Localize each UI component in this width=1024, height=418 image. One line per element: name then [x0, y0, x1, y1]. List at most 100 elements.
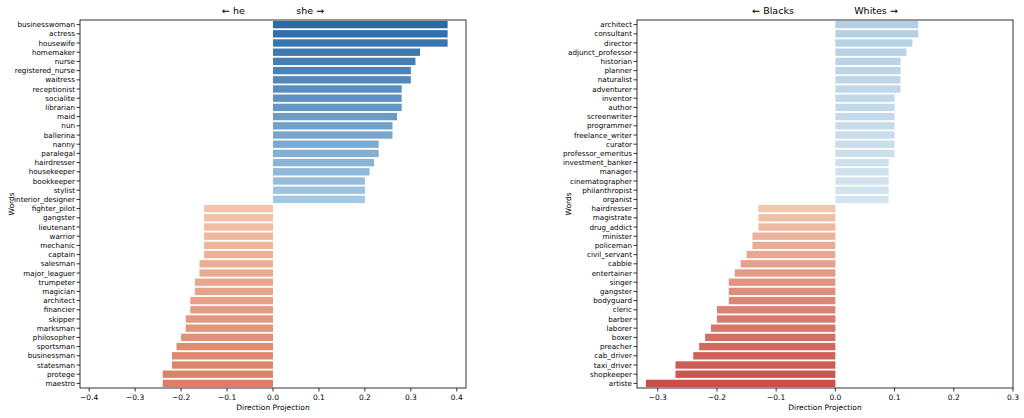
- bar: [273, 168, 370, 175]
- category-label: consultant: [594, 29, 632, 38]
- category-label: freelance_writer: [574, 131, 632, 140]
- category-label: artiste: [609, 379, 633, 388]
- bar: [717, 306, 835, 313]
- category-tick: [77, 291, 81, 292]
- category-label: ballerina: [44, 131, 75, 140]
- bar: [163, 380, 273, 387]
- category-tick: [634, 263, 638, 264]
- category-label: architect: [43, 296, 75, 305]
- bar: [835, 122, 894, 129]
- x-axis-label: Direction Projection: [788, 403, 862, 412]
- bar: [273, 141, 379, 148]
- bar: [199, 260, 273, 267]
- category-tick: [634, 337, 638, 338]
- tick-label: 0.3: [1007, 393, 1019, 402]
- y-axis-label: Words: [7, 192, 16, 215]
- tick-mark: [716, 388, 717, 392]
- category-tick: [77, 162, 81, 163]
- bar: [273, 113, 397, 120]
- tick-label: 0.3: [405, 393, 417, 402]
- bar: [835, 67, 900, 74]
- tick-mark: [953, 388, 954, 392]
- category-tick: [634, 190, 638, 191]
- category-tick: [77, 199, 81, 200]
- x-axis-label: Direction Projection: [236, 403, 310, 412]
- category-tick: [634, 98, 638, 99]
- bar: [646, 380, 835, 387]
- category-label: stylist: [54, 186, 76, 195]
- category-tick: [634, 217, 638, 218]
- category-label: minister: [603, 232, 633, 241]
- tick-mark: [410, 388, 411, 392]
- bar: [163, 371, 273, 378]
- category-tick: [634, 171, 638, 172]
- bar: [835, 141, 894, 148]
- category-tick: [77, 328, 81, 329]
- category-tick: [77, 116, 81, 117]
- category-label: architect: [600, 20, 632, 29]
- category-label: philanthropist: [582, 186, 632, 195]
- category-tick: [634, 79, 638, 80]
- category-label: cab_driver: [594, 351, 632, 360]
- bar: [181, 334, 273, 341]
- bar: [835, 168, 888, 175]
- bar: [273, 131, 392, 138]
- category-tick: [634, 162, 638, 163]
- bar: [835, 30, 918, 37]
- category-label: bookkeeper: [33, 177, 75, 186]
- bar: [835, 76, 900, 83]
- tick-mark: [657, 388, 658, 392]
- bar: [195, 279, 273, 286]
- bar: [699, 343, 835, 350]
- tick-mark: [273, 388, 274, 392]
- category-label: laborer: [606, 324, 632, 333]
- category-label: barber: [608, 315, 632, 324]
- category-label: bodyguard: [593, 296, 632, 305]
- category-tick: [77, 125, 81, 126]
- category-label: boxer: [612, 333, 632, 342]
- category-tick: [77, 208, 81, 209]
- category-tick: [77, 181, 81, 182]
- plot-frame: [637, 20, 1013, 388]
- category-tick: [634, 24, 638, 25]
- category-tick: [634, 236, 638, 237]
- category-tick: [634, 328, 638, 329]
- category-tick: [77, 236, 81, 237]
- bar: [835, 177, 888, 184]
- bar: [273, 150, 379, 157]
- bar: [758, 214, 835, 221]
- category-label: registered_nurse: [15, 66, 76, 75]
- category-label: major_leaguer: [23, 269, 75, 278]
- category-label: civil_servant: [587, 250, 632, 259]
- category-label: mechanic: [40, 241, 75, 250]
- bar: [273, 39, 448, 46]
- category-tick: [77, 79, 81, 80]
- bar: [693, 352, 835, 359]
- category-label: naturalist: [598, 75, 632, 84]
- category-tick: [77, 263, 81, 264]
- bars: [646, 21, 918, 387]
- category-label: cinematographer: [570, 177, 632, 186]
- category-label: warrior: [50, 232, 75, 241]
- category-tick: [634, 43, 638, 44]
- tick-label: −0.1: [218, 393, 236, 402]
- bar: [273, 196, 365, 203]
- category-label: hairdresser: [35, 158, 75, 167]
- category-label: magistrate: [593, 213, 633, 222]
- tick-mark: [135, 388, 136, 392]
- category-label: cleric: [613, 305, 632, 314]
- bar: [273, 85, 402, 92]
- y-axis-label: Words: [564, 192, 573, 215]
- category-label: philosopher: [33, 333, 75, 342]
- category-label: nanny: [53, 140, 76, 149]
- category-tick: [634, 144, 638, 145]
- bar: [204, 233, 273, 240]
- bar: [835, 113, 894, 120]
- chart: −0.4−0.3−0.2−0.10.00.10.20.30.4businessw…: [7, 5, 466, 412]
- tick-mark: [894, 388, 895, 392]
- bar: [273, 177, 365, 184]
- category-tick: [77, 282, 81, 283]
- category-label: singer: [610, 278, 632, 287]
- category-label: adventurer: [592, 85, 632, 94]
- category-label: organist: [603, 195, 632, 204]
